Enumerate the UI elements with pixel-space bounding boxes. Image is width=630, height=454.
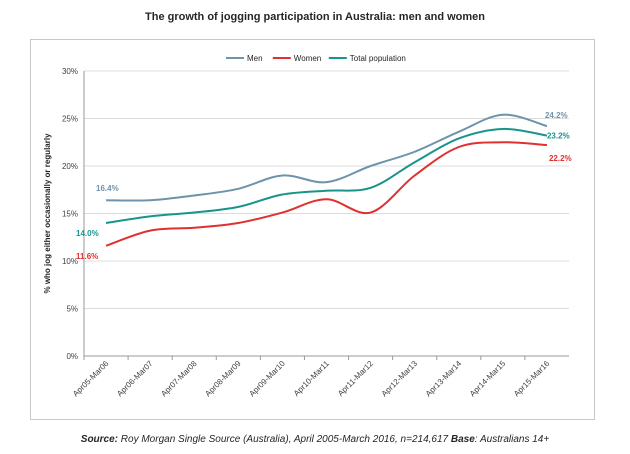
legend-label-women: Women — [294, 54, 321, 63]
x-tick-label: Apr11-Mar12 — [336, 359, 375, 398]
data-label-end-men: 24.2% — [545, 111, 568, 120]
x-tick-label: Apr08-Mar09 — [203, 359, 243, 399]
x-tick-label: Apr05-Mar06 — [71, 359, 111, 399]
y-tick-label: 0% — [66, 352, 78, 361]
data-label-start-total-population: 14.0% — [76, 229, 99, 238]
series-line-women — [105, 141, 548, 247]
data-label-end-total-population: 23.2% — [547, 132, 570, 141]
base-label: Base — [450, 434, 475, 445]
x-tick-label: Apr14-Mar15 — [468, 359, 508, 399]
base-text: : Australians 14+ — [474, 434, 550, 445]
series-line-total-population — [105, 127, 548, 224]
x-tick-label: Apr12-Mar13 — [380, 359, 420, 399]
source-prefix: Source: — [80, 434, 119, 445]
x-tick-label: Apr13-Mar14 — [424, 359, 464, 399]
y-tick-label: 10% — [62, 257, 78, 266]
data-label-start-men: 16.4% — [96, 184, 119, 193]
x-tick-label: Apr07-Mar08 — [159, 359, 199, 399]
y-axis-title: % who jog either occasionally or regular… — [43, 133, 52, 294]
chart-title: The growth of jogging participation in A… — [145, 11, 485, 23]
x-tick-label: Apr09-Mar10 — [247, 359, 287, 399]
data-label-end-women: 22.2% — [549, 154, 572, 163]
y-tick-label: 5% — [66, 305, 78, 314]
y-tick-label: 25% — [62, 115, 78, 124]
source-text: Roy Morgan Single Source (Australia), Ap… — [118, 434, 451, 445]
source-note: Source: Roy Morgan Single Source (Austra… — [0, 434, 630, 445]
legend-label-men: Men — [247, 54, 263, 63]
x-tick-label: Apr06-Mar07 — [115, 359, 155, 399]
x-tick-label: Apr15-Mar16 — [512, 359, 552, 399]
chart-frame — [30, 39, 595, 420]
x-tick-label: Apr10-Mar11 — [292, 359, 331, 398]
data-label-start-women: 11.6% — [76, 252, 98, 261]
y-tick-label: 20% — [62, 162, 78, 171]
y-tick-label: 15% — [62, 210, 78, 219]
series-line-men — [106, 113, 548, 202]
legend-label-total-population: Total population — [350, 54, 406, 63]
y-tick-label: 30% — [62, 67, 78, 76]
